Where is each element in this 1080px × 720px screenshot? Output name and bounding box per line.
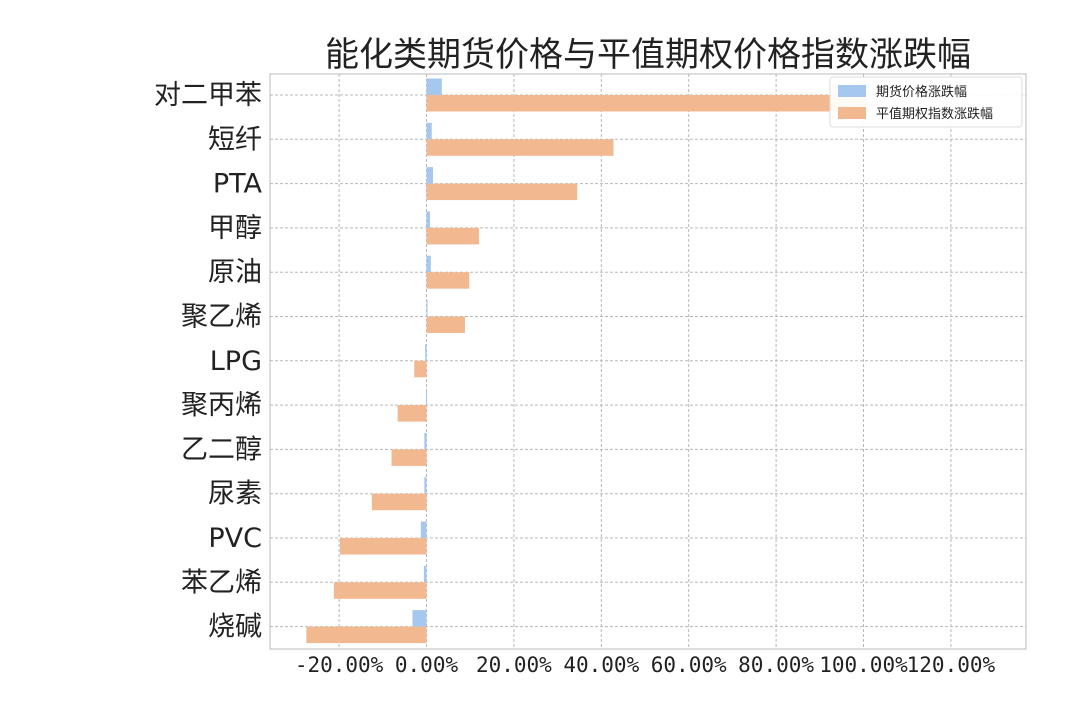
futures-bar <box>423 565 427 583</box>
category-label: PTA <box>213 169 263 200</box>
category-label: LPG <box>210 346 262 377</box>
x-tick-label: 100.00% <box>819 653 908 677</box>
category-label: 苯乙烯 <box>181 567 262 598</box>
chart-title: 能化类期货价格与平值期权价格指数涨跌幅 <box>325 35 971 75</box>
futures-bar <box>424 432 427 450</box>
option-bar <box>426 183 578 201</box>
legend-frame <box>829 76 1023 128</box>
option-bar <box>391 449 427 466</box>
plot-area <box>269 73 1027 650</box>
category-label: 聚丙烯 <box>181 390 262 421</box>
x-tick-label: 0.00% <box>395 653 459 677</box>
option-bar <box>426 316 465 333</box>
legend-entry: 平值期权指数涨跌幅 <box>876 106 993 122</box>
futures-bar <box>426 211 430 228</box>
option-bar <box>306 626 427 644</box>
x-tick-label: 80.00% <box>738 653 814 677</box>
option-bar <box>333 582 427 599</box>
futures-bar <box>426 78 442 95</box>
bars <box>306 78 868 644</box>
x-tick-label: -20.00% <box>295 653 384 677</box>
futures-bar <box>426 388 428 406</box>
x-tick-labels: -20.00% 0.00% 20.00% 40.00% 60.00% 80.00% 100.… <box>295 653 996 677</box>
option-bar <box>426 272 470 289</box>
legend-swatch <box>838 107 866 119</box>
legend-entry: 期货价格涨跌幅 <box>876 84 967 100</box>
category-label: 烧碱 <box>208 612 262 643</box>
category-label: 对二甲苯 <box>154 80 262 111</box>
category-label: 短纤 <box>208 124 262 155</box>
futures-bar <box>424 477 427 494</box>
futures-bar <box>412 610 427 627</box>
x-tick-label: 60.00% <box>651 653 727 677</box>
category-label: 甲醇 <box>208 213 262 244</box>
x-tick-label: 40.00% <box>563 653 639 677</box>
category-label: 原油 <box>208 257 262 288</box>
futures-bar <box>426 255 431 273</box>
futures-bar <box>420 521 427 538</box>
option-bar <box>339 538 427 555</box>
option-bar <box>414 360 427 378</box>
option-bar <box>397 405 427 422</box>
futures-bar <box>425 344 427 361</box>
category-label: PVC <box>208 523 262 554</box>
category-label: 尿素 <box>208 479 262 510</box>
x-tick-label: 120.00% <box>907 653 996 677</box>
x-tick-label: 20.00% <box>476 653 552 677</box>
category-label: 乙二醇 <box>181 434 262 465</box>
futures-bar <box>426 122 432 140</box>
futures-bar <box>426 167 434 184</box>
category-label: 聚乙烯 <box>181 302 262 333</box>
futures-bar <box>426 300 428 317</box>
legend-swatch <box>838 85 866 97</box>
option-bar <box>426 95 868 112</box>
option-bar <box>426 227 479 245</box>
option-bar <box>371 493 427 511</box>
option-bar <box>426 139 614 156</box>
